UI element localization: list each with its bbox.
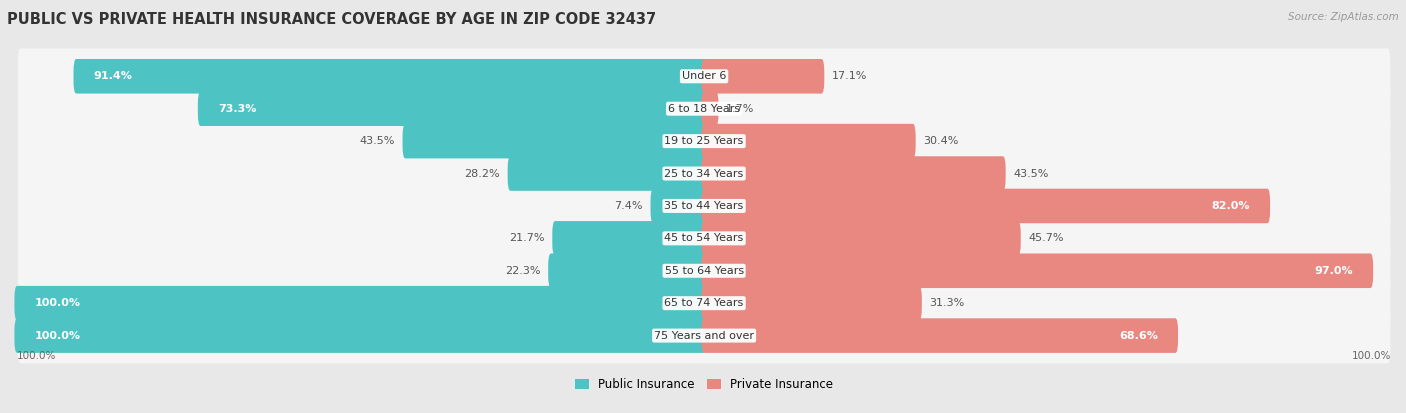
FancyBboxPatch shape (702, 189, 1270, 223)
FancyBboxPatch shape (702, 318, 1178, 353)
FancyBboxPatch shape (702, 221, 1021, 256)
Text: 19 to 25 Years: 19 to 25 Years (665, 136, 744, 146)
Text: 43.5%: 43.5% (1014, 169, 1049, 178)
FancyBboxPatch shape (702, 124, 915, 159)
Legend: Public Insurance, Private Insurance: Public Insurance, Private Insurance (569, 373, 838, 396)
Text: 45.7%: 45.7% (1028, 233, 1064, 243)
Text: 22.3%: 22.3% (505, 266, 540, 276)
FancyBboxPatch shape (402, 124, 707, 159)
Text: 31.3%: 31.3% (929, 298, 965, 308)
FancyBboxPatch shape (651, 189, 707, 223)
FancyBboxPatch shape (14, 318, 707, 353)
FancyBboxPatch shape (18, 211, 1391, 266)
Text: 73.3%: 73.3% (218, 104, 256, 114)
Text: 55 to 64 Years: 55 to 64 Years (665, 266, 744, 276)
FancyBboxPatch shape (18, 308, 1391, 363)
FancyBboxPatch shape (18, 178, 1391, 234)
FancyBboxPatch shape (702, 156, 1005, 191)
Text: 28.2%: 28.2% (464, 169, 501, 178)
Text: 30.4%: 30.4% (924, 136, 959, 146)
Text: 75 Years and over: 75 Years and over (654, 330, 754, 341)
Text: 7.4%: 7.4% (614, 201, 643, 211)
FancyBboxPatch shape (702, 254, 1374, 288)
FancyBboxPatch shape (198, 91, 707, 126)
FancyBboxPatch shape (702, 286, 922, 320)
Text: 65 to 74 Years: 65 to 74 Years (665, 298, 744, 308)
Text: Source: ZipAtlas.com: Source: ZipAtlas.com (1288, 12, 1399, 22)
Text: 97.0%: 97.0% (1315, 266, 1353, 276)
Text: 21.7%: 21.7% (509, 233, 544, 243)
FancyBboxPatch shape (14, 286, 707, 320)
FancyBboxPatch shape (548, 254, 707, 288)
FancyBboxPatch shape (18, 81, 1391, 137)
FancyBboxPatch shape (18, 48, 1391, 104)
FancyBboxPatch shape (73, 59, 707, 94)
Text: 100.0%: 100.0% (17, 351, 56, 361)
FancyBboxPatch shape (508, 156, 707, 191)
Text: 25 to 34 Years: 25 to 34 Years (665, 169, 744, 178)
Text: PUBLIC VS PRIVATE HEALTH INSURANCE COVERAGE BY AGE IN ZIP CODE 32437: PUBLIC VS PRIVATE HEALTH INSURANCE COVER… (7, 12, 657, 27)
Text: 1.7%: 1.7% (725, 104, 755, 114)
Text: 100.0%: 100.0% (34, 298, 80, 308)
Text: 91.4%: 91.4% (93, 71, 132, 81)
Text: 82.0%: 82.0% (1212, 201, 1250, 211)
Text: 17.1%: 17.1% (832, 71, 868, 81)
FancyBboxPatch shape (18, 113, 1391, 169)
Text: 100.0%: 100.0% (34, 330, 80, 341)
Text: 100.0%: 100.0% (1351, 351, 1391, 361)
Text: Under 6: Under 6 (682, 71, 727, 81)
Text: 35 to 44 Years: 35 to 44 Years (665, 201, 744, 211)
FancyBboxPatch shape (702, 91, 718, 126)
Text: 6 to 18 Years: 6 to 18 Years (668, 104, 740, 114)
FancyBboxPatch shape (18, 243, 1391, 299)
FancyBboxPatch shape (18, 275, 1391, 331)
Text: 68.6%: 68.6% (1119, 330, 1159, 341)
FancyBboxPatch shape (553, 221, 707, 256)
Text: 43.5%: 43.5% (360, 136, 395, 146)
FancyBboxPatch shape (702, 59, 824, 94)
Text: 45 to 54 Years: 45 to 54 Years (665, 233, 744, 243)
FancyBboxPatch shape (18, 146, 1391, 202)
